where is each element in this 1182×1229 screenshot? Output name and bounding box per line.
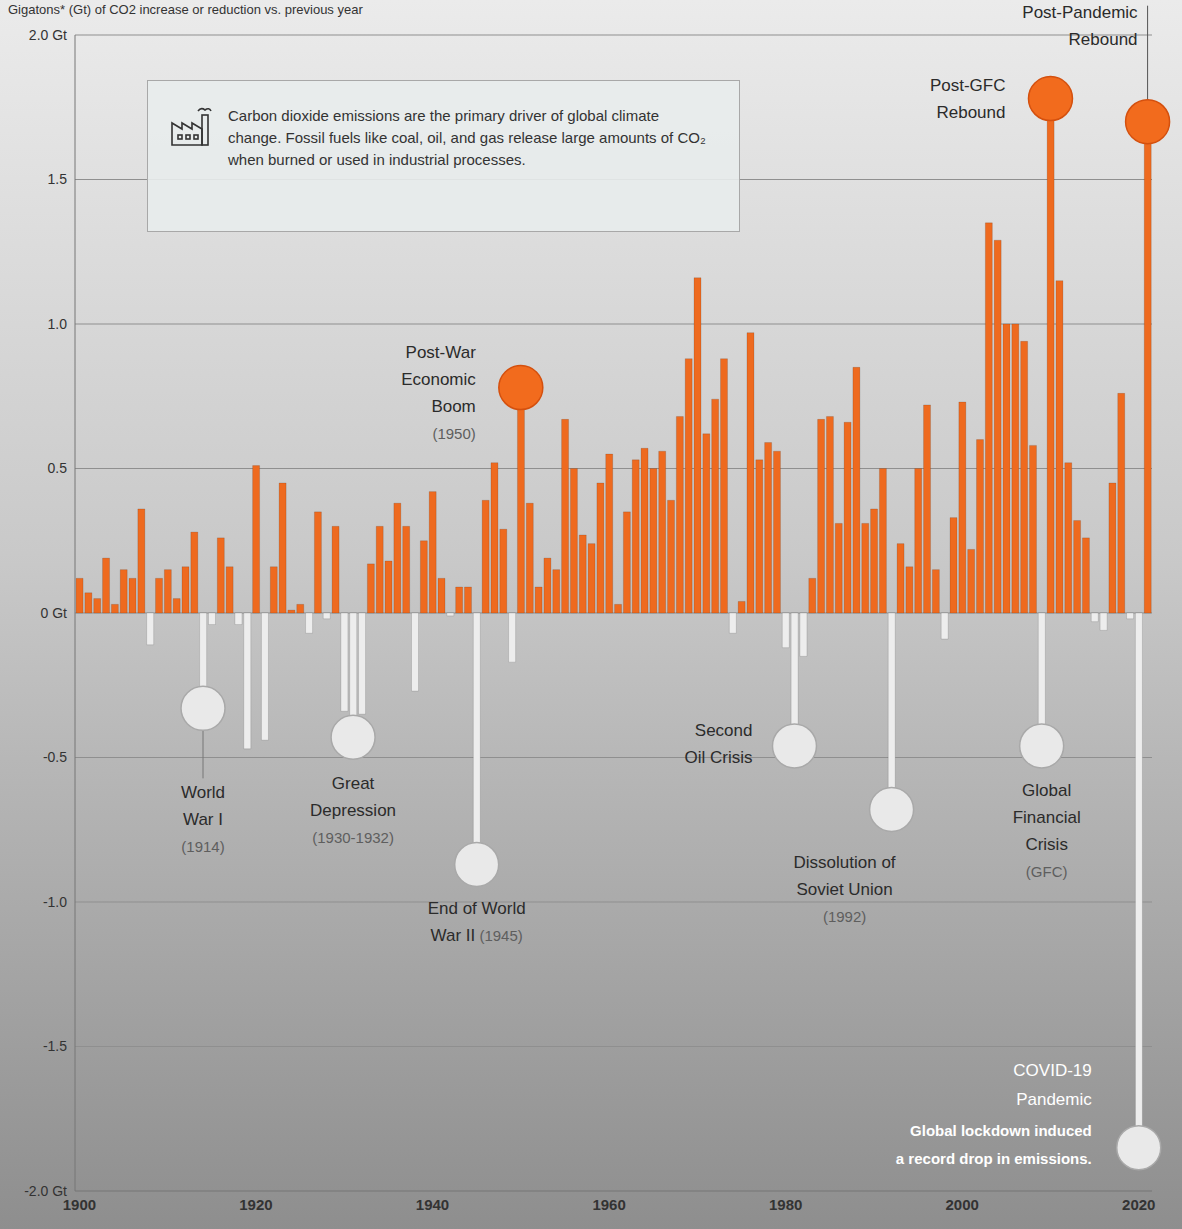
svg-text:World: World xyxy=(181,783,225,802)
svg-text:Global: Global xyxy=(1022,781,1071,800)
svg-text:Post-GFC: Post-GFC xyxy=(930,76,1006,95)
svg-text:0 Gt: 0 Gt xyxy=(41,605,68,621)
svg-text:(GFC): (GFC) xyxy=(1026,863,1068,880)
html-text:Gigatons* (Gt) of CO2 increase: Gigatons* (Gt) of CO2 increase or reduct… xyxy=(8,2,363,17)
svg-text:(1992): (1992) xyxy=(823,908,866,925)
svg-text:Soviet Union: Soviet Union xyxy=(796,880,892,899)
svg-text:1.5: 1.5 xyxy=(48,171,68,187)
svg-text:War II (1945): War II (1945) xyxy=(431,926,523,945)
svg-text:(1914): (1914) xyxy=(181,838,224,855)
svg-text:Depression: Depression xyxy=(310,801,396,820)
svg-text:1960: 1960 xyxy=(592,1196,625,1213)
svg-text:(1950): (1950) xyxy=(432,425,475,442)
svg-text:1940: 1940 xyxy=(416,1196,449,1213)
svg-text:1980: 1980 xyxy=(769,1196,802,1213)
svg-text:Post-War: Post-War xyxy=(406,343,477,362)
html-text:Carbon dioxide emissions are t: Carbon dioxide emissions are the primary… xyxy=(228,107,706,168)
svg-text:Pandemic: Pandemic xyxy=(1016,1090,1092,1109)
svg-text:2020: 2020 xyxy=(1122,1196,1155,1213)
svg-text:Oil Crisis: Oil Crisis xyxy=(684,748,752,767)
svg-text:-1.5: -1.5 xyxy=(43,1038,67,1054)
svg-text:Great: Great xyxy=(332,774,375,793)
svg-text:Boom: Boom xyxy=(431,397,475,416)
svg-text:Economic: Economic xyxy=(401,370,476,389)
svg-text:-1.0: -1.0 xyxy=(43,894,67,910)
svg-text:2.0 Gt: 2.0 Gt xyxy=(29,27,67,43)
svg-text:Post-Pandemic: Post-Pandemic xyxy=(1022,3,1138,22)
svg-text:a record drop in emissions.: a record drop in emissions. xyxy=(896,1150,1092,1167)
svg-text:Dissolution of: Dissolution of xyxy=(794,853,896,872)
svg-text:Financial: Financial xyxy=(1013,808,1081,827)
svg-text:-0.5: -0.5 xyxy=(43,749,67,765)
svg-text:Second: Second xyxy=(695,721,753,740)
svg-text:COVID-19: COVID-19 xyxy=(1013,1061,1091,1080)
svg-text:Global lockdown induced: Global lockdown induced xyxy=(910,1122,1092,1139)
svg-text:End of World: End of World xyxy=(428,899,526,918)
svg-text:-2.0 Gt: -2.0 Gt xyxy=(24,1183,67,1199)
svg-text:Rebound: Rebound xyxy=(1069,30,1138,49)
svg-text:War I: War I xyxy=(183,810,223,829)
svg-text:1.0: 1.0 xyxy=(48,316,68,332)
svg-text:1920: 1920 xyxy=(239,1196,272,1213)
svg-text:0.5: 0.5 xyxy=(48,460,68,476)
svg-text:(1930-1932): (1930-1932) xyxy=(312,829,394,846)
svg-text:Rebound: Rebound xyxy=(936,103,1005,122)
svg-text:1900: 1900 xyxy=(63,1196,96,1213)
svg-text:Crisis: Crisis xyxy=(1025,835,1068,854)
svg-text:2000: 2000 xyxy=(946,1196,979,1213)
